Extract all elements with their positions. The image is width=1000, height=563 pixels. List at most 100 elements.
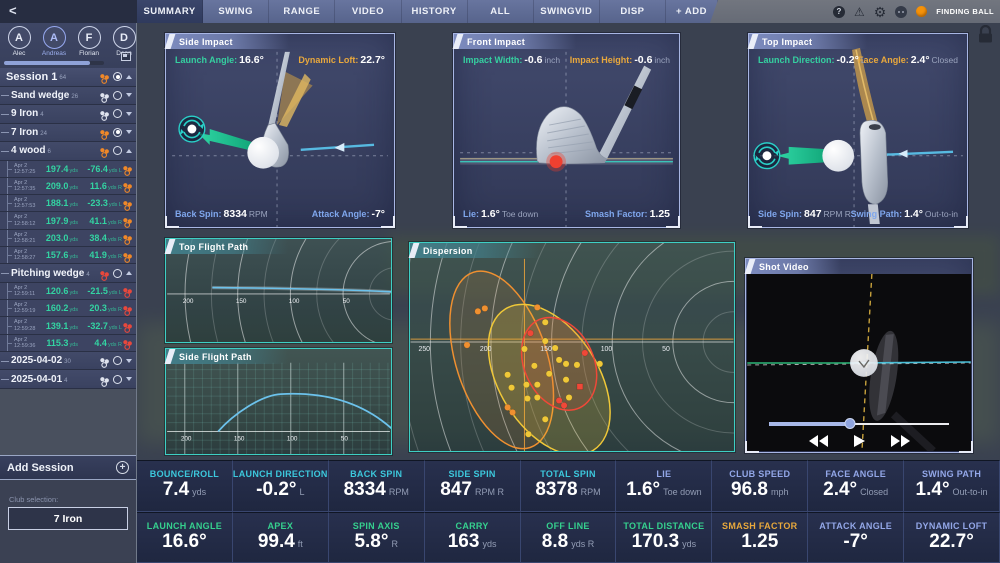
shot-row[interactable]: Apr 2 12:57:35 209.0yds 11.6yds R (0, 177, 136, 196)
group-radio[interactable] (113, 374, 122, 384)
stat-value: 170.3 yds (632, 531, 697, 552)
shot-carry: 115.3yds (46, 337, 78, 348)
lock-icon[interactable] (977, 24, 994, 49)
stat-label: CARRY (455, 520, 489, 531)
shot-cluster-icon (99, 127, 110, 140)
tab-summary[interactable]: SUMMARY (137, 0, 203, 23)
stat-value: 1.6° Toe down (626, 480, 702, 500)
group-radio[interactable] (113, 72, 122, 82)
help-icon[interactable]: ? (832, 5, 845, 18)
shot-row[interactable]: Apr 2 12:57:53 188.1yds -23.3yds L (0, 195, 136, 213)
fast-forward-button[interactable] (890, 435, 910, 447)
session-group-7-iron[interactable]: 7 Iron 24 (0, 123, 136, 142)
player-alec[interactable]: A Alec (4, 26, 34, 57)
chevron-down-icon[interactable] (126, 93, 132, 98)
shot-row[interactable]: Apr 2 12:59:19 160.2yds 20.3yds R (0, 300, 136, 318)
group-radio[interactable] (113, 356, 122, 366)
shot-date: Apr 2 (14, 284, 28, 291)
add-session-label: Add Session (7, 461, 74, 474)
session-group-2025-04-01[interactable]: 2025-04-01 4 (0, 370, 136, 389)
tab-swingvid[interactable]: SWINGVID (534, 0, 600, 23)
scrollbar-thumb[interactable] (4, 61, 90, 65)
avatar: A (7, 26, 31, 49)
group-label: Sand wedge (11, 89, 70, 101)
player-florian[interactable]: F Florian (74, 26, 104, 57)
panel-title: Top Flight Path (166, 239, 288, 254)
tab-disp[interactable]: DISP (600, 0, 666, 23)
chevron-up-icon[interactable] (126, 271, 132, 276)
session-group-session-1[interactable]: Session 1 64 (0, 68, 136, 87)
back-icon[interactable]: < (9, 3, 17, 18)
group-radio[interactable] (113, 146, 122, 156)
shot-cluster-icon (122, 215, 133, 228)
shot-cluster-icon (99, 268, 110, 281)
session-group-pitching-wedge[interactable]: Pitching wedge 4 (0, 264, 136, 283)
tab-swing[interactable]: SWING (203, 0, 269, 23)
chevron-down-icon[interactable] (126, 377, 132, 382)
stat-label: TOTAL DISTANCE (623, 520, 705, 531)
avatar: A (42, 26, 66, 49)
video-scrubber[interactable] (769, 418, 949, 429)
shot-carry: 120.6yds (45, 285, 78, 296)
session-group-9-iron[interactable]: 9 Iron 4 (0, 105, 136, 124)
group-radio[interactable] (113, 127, 122, 137)
group-radio[interactable] (113, 109, 122, 119)
sidebar-bottom: Add Session + Club selection: 7 Iron (0, 455, 136, 563)
avatar: D (112, 26, 136, 49)
shot-row[interactable]: Apr 2 12:59:11 120.6yds -21.5yds L (0, 282, 136, 301)
chevron-down-icon[interactable] (126, 111, 132, 116)
stat-number: 1.4° (915, 479, 950, 500)
player-andreas[interactable]: A Andreas (39, 26, 69, 57)
stat-label: APEX (267, 520, 294, 531)
settings-icon[interactable]: ⚙ (873, 3, 887, 20)
shot-row[interactable]: Apr 2 12:58:12 197.9yds 41.1yds R (0, 212, 136, 230)
tab-all[interactable]: ALL (468, 0, 534, 23)
stat-unit: RPM (388, 487, 409, 497)
shot-offline: -23.3yds L (87, 198, 122, 209)
shot-row[interactable]: Apr 2 12:58:27 157.6yds 41.9yds R (0, 246, 136, 265)
chevron-down-icon[interactable] (126, 130, 132, 135)
shot-time: 12:57:25 (14, 168, 36, 175)
shot-cluster-icon (122, 320, 133, 333)
club-select-box[interactable]: 7 Iron (8, 507, 128, 530)
shot-cluster-icon (122, 232, 133, 246)
chevron-up-icon[interactable] (126, 74, 132, 79)
tab-range[interactable]: RANGE (269, 0, 335, 23)
connection-icon[interactable] (895, 5, 908, 18)
chevron-up-icon[interactable] (126, 148, 132, 153)
plus-icon[interactable]: + (116, 461, 129, 474)
shot-row[interactable]: Apr 2 12:58:21 203.0yds 38.4yds R (0, 229, 136, 247)
stat-bounce-roll: BOUNCE/ROLL 7.4 yds (137, 460, 233, 512)
play-button[interactable] (853, 435, 865, 447)
shot-row[interactable]: Apr 2 12:59:28 139.1yds -32.7yds L (0, 317, 136, 335)
svg-text:200: 200 (183, 298, 194, 305)
tab-history[interactable]: HISTORY (402, 0, 468, 23)
panel-toggle-icon[interactable] (121, 52, 131, 61)
group-count: 6 (47, 149, 51, 156)
shot-row[interactable]: Apr 2 12:57:25 197.4yds -76.4yds L (0, 160, 136, 178)
group-radio[interactable] (113, 90, 122, 100)
rewind-button[interactable] (808, 435, 828, 447)
tab-video[interactable]: VIDEO (335, 0, 401, 23)
shot-row[interactable]: Apr 2 12:59:36 115.3yds 4.4yds R (0, 334, 136, 352)
tab-add[interactable]: + ADD (666, 0, 718, 23)
stat-swing-path: SWING PATH 1.4° Out-to-in (904, 460, 1000, 512)
chevron-down-icon[interactable] (126, 358, 132, 363)
group-label: 2025-04-02 (11, 355, 63, 367)
stat-number: 5.8° (354, 530, 389, 552)
stat-unit: Out-to-in (952, 487, 988, 497)
players-scrollbar[interactable] (4, 61, 104, 65)
shot-datetime: Apr 2 12:57:53 (14, 197, 41, 209)
warning-icon[interactable]: ⚠ (853, 4, 865, 19)
group-count: 30 (64, 359, 71, 366)
session-group-2025-04-02[interactable]: 2025-04-02 30 (0, 351, 136, 371)
session-group-4-wood[interactable]: 4 wood 6 (0, 142, 136, 161)
add-session-button[interactable]: Add Session + (0, 455, 136, 480)
shot-carry: 160.2yds (45, 303, 78, 314)
session-group-sand-wedge[interactable]: Sand wedge 26 (0, 86, 136, 105)
group-radio[interactable] (113, 268, 122, 278)
shot-offline: 41.9yds R (89, 250, 122, 261)
scrubber-thumb[interactable] (844, 418, 856, 429)
stat-number: 8334 (343, 479, 386, 500)
shot-date: Apr 2 (14, 214, 28, 221)
